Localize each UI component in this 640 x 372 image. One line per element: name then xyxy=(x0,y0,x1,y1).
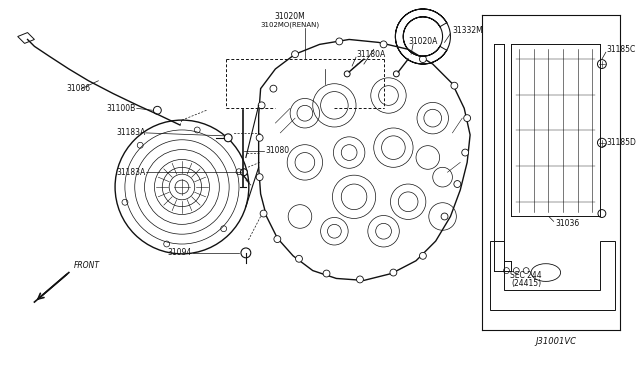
Circle shape xyxy=(154,106,161,114)
Text: 31185D: 31185D xyxy=(607,138,637,147)
Text: 31180A: 31180A xyxy=(356,50,385,59)
Circle shape xyxy=(296,255,303,262)
Circle shape xyxy=(390,269,397,276)
Circle shape xyxy=(256,174,263,180)
Circle shape xyxy=(598,60,606,68)
Text: FRONT: FRONT xyxy=(74,261,100,270)
Text: 31183A: 31183A xyxy=(116,168,145,177)
Text: 31020M: 31020M xyxy=(275,12,305,21)
Circle shape xyxy=(419,252,426,259)
Circle shape xyxy=(356,276,364,283)
Circle shape xyxy=(274,236,281,243)
Text: 3102MO(RENAN): 3102MO(RENAN) xyxy=(260,22,320,28)
Circle shape xyxy=(598,138,606,147)
Circle shape xyxy=(260,210,267,217)
Text: 31332M: 31332M xyxy=(452,26,483,35)
Circle shape xyxy=(258,102,265,109)
Circle shape xyxy=(461,149,468,156)
Text: 31086: 31086 xyxy=(67,84,91,93)
Circle shape xyxy=(256,134,263,141)
Text: 31100B: 31100B xyxy=(106,104,136,113)
Text: 31080: 31080 xyxy=(266,146,290,155)
Text: 31094: 31094 xyxy=(168,248,192,257)
Circle shape xyxy=(380,41,387,48)
Circle shape xyxy=(241,169,247,176)
Text: 31183A: 31183A xyxy=(116,128,145,137)
Circle shape xyxy=(598,209,606,218)
Circle shape xyxy=(224,134,232,142)
Circle shape xyxy=(419,56,426,62)
Circle shape xyxy=(451,82,458,89)
Text: 31036: 31036 xyxy=(556,219,580,228)
Circle shape xyxy=(241,248,251,258)
Circle shape xyxy=(292,51,298,58)
Text: 31020A: 31020A xyxy=(408,37,438,46)
Text: 31185C: 31185C xyxy=(607,45,636,54)
Circle shape xyxy=(270,85,277,92)
Circle shape xyxy=(323,270,330,277)
Text: J31001VC: J31001VC xyxy=(535,337,576,346)
Circle shape xyxy=(441,213,448,220)
Text: SEC 244: SEC 244 xyxy=(510,271,542,280)
Circle shape xyxy=(336,38,343,45)
Text: (24415): (24415) xyxy=(511,279,541,288)
Circle shape xyxy=(464,115,470,122)
Circle shape xyxy=(454,180,461,187)
